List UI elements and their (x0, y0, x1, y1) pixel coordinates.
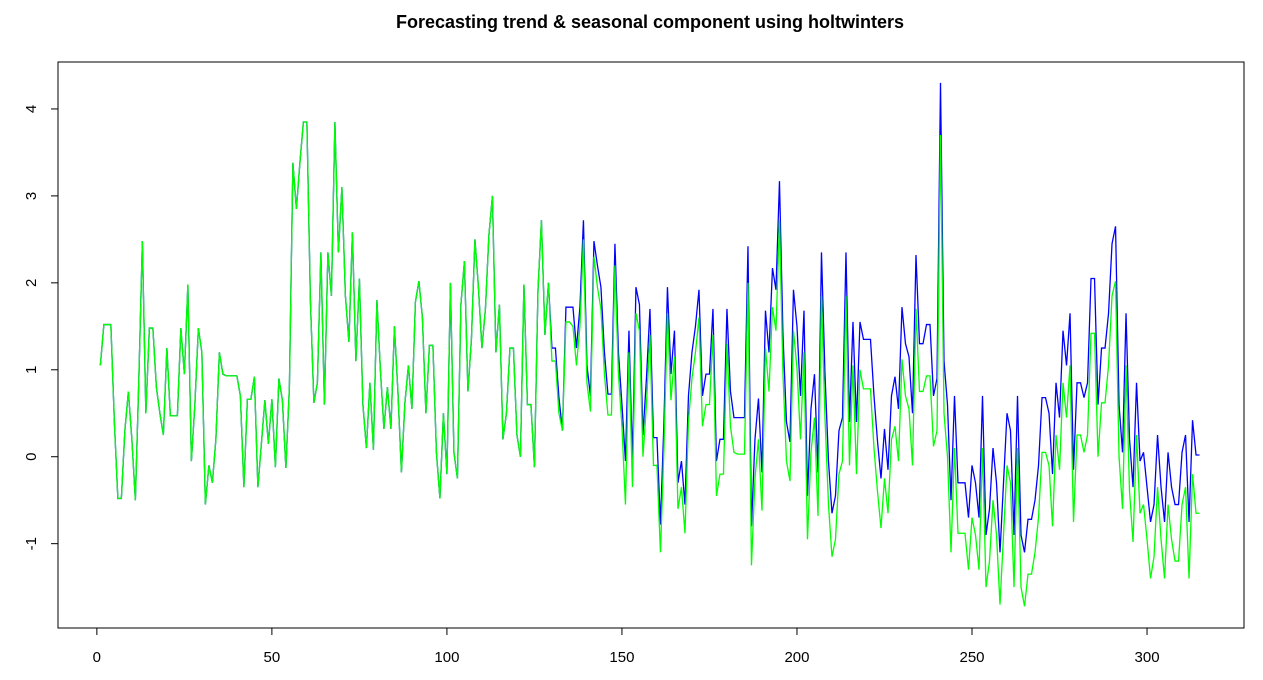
chart-title: Forecasting trend & seasonal component u… (396, 12, 904, 32)
x-tick-label: 300 (1135, 649, 1160, 666)
y-tick-label: 2 (23, 279, 40, 287)
x-tick-label: 100 (434, 649, 459, 666)
y-tick-label: -1 (23, 537, 40, 550)
plot-frame (57, 61, 1245, 629)
y-tick-label: 0 (23, 453, 40, 461)
x-tick-label: 250 (959, 649, 984, 666)
y-tick-label: 3 (23, 192, 40, 200)
series-line (99, 121, 1200, 607)
x-tick-label: 50 (264, 649, 281, 666)
x-tick-label: 150 (609, 649, 634, 666)
y-tick-label: 4 (23, 105, 40, 113)
y-tick-label: 1 (23, 366, 40, 374)
series-line (99, 82, 1200, 553)
x-tick-label: 200 (784, 649, 809, 666)
x-tick-label: 0 (93, 649, 101, 666)
